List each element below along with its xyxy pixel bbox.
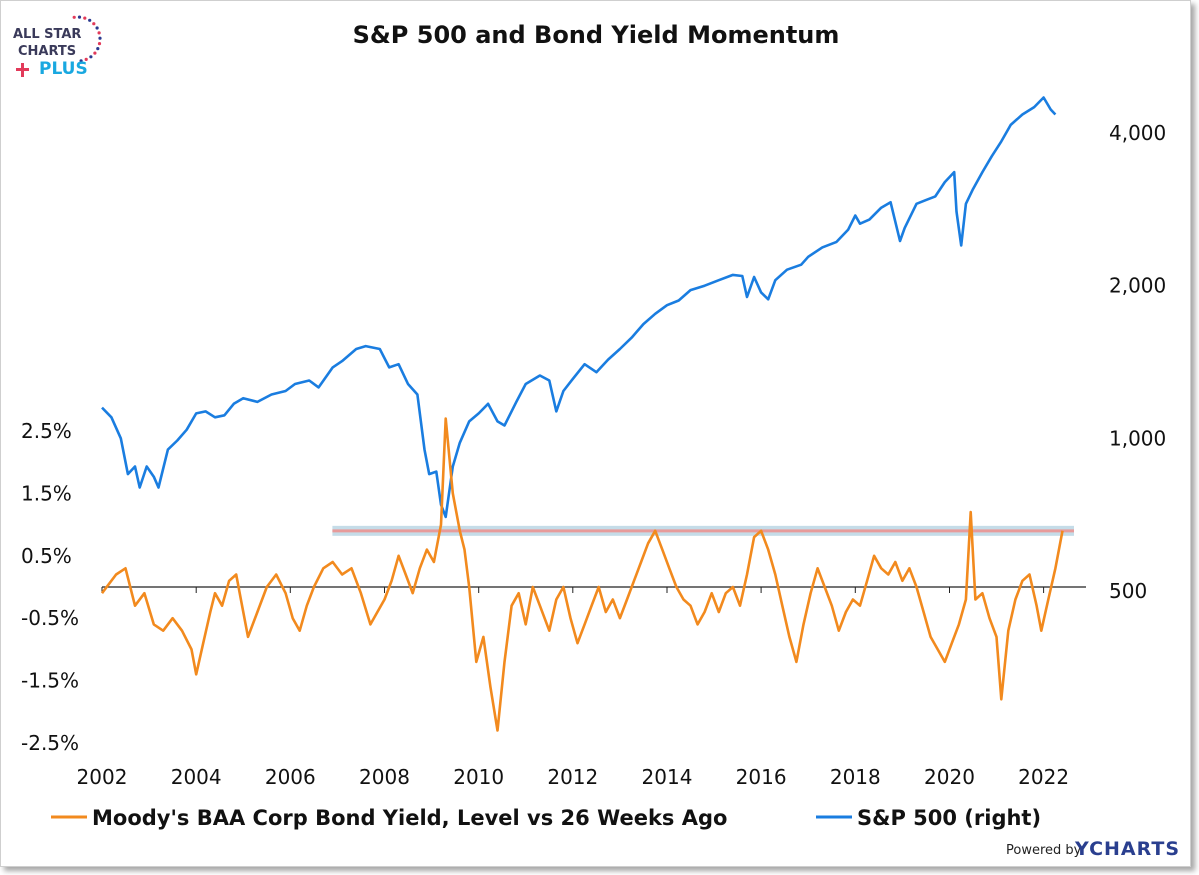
left-tick-label: 1.5% <box>21 481 72 505</box>
x-tick-label: 2006 <box>265 765 316 789</box>
legend: Moody's BAA Corp Bond Yield, Level vs 26… <box>51 806 1041 830</box>
logo-star-icon <box>97 31 101 35</box>
x-tick-label: 2010 <box>453 765 504 789</box>
right-tick-label: 4,000 <box>1109 121 1166 145</box>
logo-star-icon <box>79 59 83 63</box>
series-spx-line <box>101 96 1057 519</box>
right-tick-label: 2,000 <box>1109 274 1166 298</box>
logo-plus-bar-icon <box>16 68 29 71</box>
legend-label-spx: S&P 500 (right) <box>857 806 1041 830</box>
logo-star-icon <box>72 15 76 19</box>
logo-line-2: CHARTS <box>18 44 76 59</box>
legend-label-bond: Moody's BAA Corp Bond Yield, Level vs 26… <box>92 806 727 830</box>
allstarcharts-logo: ALL STAR CHARTS PLUS <box>13 15 102 79</box>
logo-star-arc-icon <box>72 15 102 63</box>
x-tick-label: 2008 <box>359 765 410 789</box>
logo-line-3: PLUS <box>39 59 88 79</box>
logo-star-icon <box>92 22 96 26</box>
x-tick-label: 2022 <box>1018 765 1069 789</box>
logo-star-icon <box>83 16 87 20</box>
logo-star-icon <box>96 47 100 51</box>
logo-star-icon <box>88 18 92 22</box>
powered-by-text: Powered by <box>1006 843 1082 858</box>
x-axis: 2002 2004 2006 2008 2010 2012 2014 2016 2018 2020… <box>77 587 1069 789</box>
logo-star-icon <box>93 51 97 55</box>
logo-star-icon <box>98 36 102 40</box>
x-tick-label: 2002 <box>77 765 128 789</box>
x-tick-label: 2018 <box>830 765 881 789</box>
logo-star-icon <box>89 55 93 59</box>
right-axis: 4,000 2,000 1,000 500 <box>1109 121 1166 603</box>
x-tick-label: 2016 <box>736 765 787 789</box>
ycharts-branding: Powered by YCHARTS <box>1006 838 1180 860</box>
logo-star-icon <box>77 15 82 19</box>
left-tick-label: 2.5% <box>21 419 72 443</box>
left-tick-label: -2.5% <box>21 731 79 755</box>
ycharts-logo: YCHARTS <box>1074 838 1180 860</box>
logo-star-icon <box>84 57 88 62</box>
series-bond-yield-line <box>100 417 1064 732</box>
chart-title: S&P 500 and Bond Yield Momentum <box>353 21 840 49</box>
right-tick-label: 500 <box>1109 579 1147 603</box>
left-tick-label: -0.5% <box>21 606 79 630</box>
left-axis: 2.5% 1.5% 0.5% -0.5% -1.5% -2.5% <box>21 419 79 755</box>
x-tick-label: 2004 <box>171 765 222 789</box>
logo-line-1: ALL STAR <box>13 27 81 42</box>
logo-star-icon <box>97 42 102 46</box>
x-tick-label: 2012 <box>547 765 598 789</box>
right-tick-label: 1,000 <box>1109 426 1166 450</box>
x-tick-label: 2014 <box>642 765 693 789</box>
left-tick-label: -1.5% <box>21 669 79 693</box>
left-tick-label: 0.5% <box>21 544 72 568</box>
x-tick-label: 2020 <box>924 765 975 789</box>
logo-star-icon <box>95 26 99 30</box>
